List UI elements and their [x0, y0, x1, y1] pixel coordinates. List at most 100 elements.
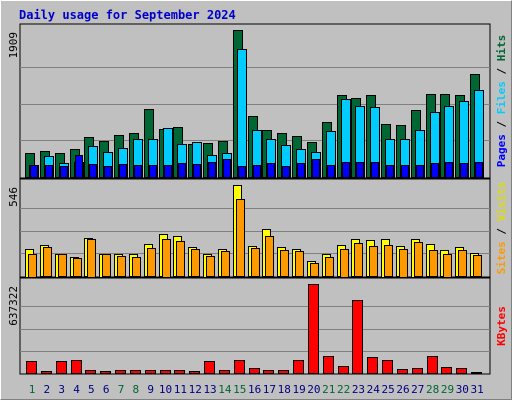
- x-tick-label: 13: [203, 383, 216, 396]
- x-tick-label: 25: [382, 383, 395, 396]
- bar-kbytes: [115, 370, 126, 374]
- x-tick-label: 20: [307, 383, 320, 396]
- bar-sites: [354, 243, 363, 277]
- bar-pages: [104, 166, 112, 178]
- legend: KBytes: [495, 306, 508, 346]
- bar-pages: [267, 163, 275, 178]
- bar-pages: [253, 165, 261, 178]
- legend-files: Files: [495, 81, 508, 114]
- bar-kbytes: [204, 361, 215, 374]
- x-tick-label: 22: [337, 383, 350, 396]
- bar-sites: [443, 254, 452, 278]
- x-tick-label: 19: [292, 383, 305, 396]
- legend-pages: Pages: [495, 134, 508, 167]
- x-tick-label: 7: [118, 383, 125, 396]
- bar-kbytes: [160, 370, 171, 374]
- bar-sites: [265, 236, 274, 277]
- bar-pages: [327, 165, 335, 178]
- x-tick-label: 8: [133, 383, 140, 396]
- bar-sites: [399, 249, 408, 278]
- bar-pages: [297, 163, 305, 178]
- bar-kbytes: [85, 370, 96, 374]
- x-tick-label: 31: [471, 383, 484, 396]
- x-tick-label: 10: [159, 383, 172, 396]
- x-tick-label: 17: [263, 383, 276, 396]
- bar-kbytes: [278, 370, 289, 374]
- y-axis-max-label: 546: [7, 187, 20, 207]
- bar-pages: [460, 163, 468, 178]
- bar-sites: [369, 246, 378, 277]
- bar-pages: [401, 165, 409, 178]
- bar-pages: [342, 162, 350, 178]
- bar-kbytes: [56, 361, 67, 374]
- bar-kbytes: [308, 284, 319, 374]
- x-tick-label: 29: [441, 383, 454, 396]
- bar-sites: [102, 254, 111, 277]
- bar-kbytes: [382, 360, 393, 374]
- bar-pages: [416, 165, 424, 178]
- bar-pages: [356, 162, 364, 178]
- bar-sites: [325, 257, 334, 277]
- bar-kbytes: [397, 369, 408, 374]
- bar-kbytes: [263, 370, 274, 374]
- bar-pages: [193, 164, 201, 178]
- x-tick-label: 1: [29, 383, 36, 396]
- bar-sites: [473, 255, 482, 277]
- x-tick-label: 2: [44, 383, 51, 396]
- x-tick-label: 27: [411, 383, 424, 396]
- bar-sites: [206, 256, 215, 277]
- bar-sites: [117, 256, 126, 277]
- bar-sites: [251, 248, 260, 277]
- bar-kbytes: [41, 371, 52, 374]
- bar-sites: [43, 247, 52, 277]
- bar-sites: [236, 199, 245, 277]
- bar-sites: [429, 250, 438, 277]
- x-tick-label: 24: [367, 383, 381, 396]
- bar-kbytes: [249, 368, 260, 374]
- bar-pages: [431, 163, 439, 178]
- x-tick-label: 4: [73, 383, 80, 396]
- bar-pages: [238, 166, 246, 178]
- bar-pages: [149, 165, 157, 178]
- bar-sites: [414, 242, 423, 277]
- bar-pages: [282, 166, 290, 178]
- bar-pages: [178, 163, 186, 178]
- x-tick-label: 30: [456, 383, 469, 396]
- bar-kbytes: [219, 370, 230, 374]
- bar-kbytes: [352, 300, 363, 374]
- x-tick-label: 11: [174, 383, 187, 396]
- bar-sites: [191, 249, 200, 277]
- legend-separator: /: [495, 114, 508, 134]
- chart-title: Daily usage for September 2024: [19, 8, 236, 22]
- bar-pages: [30, 165, 38, 178]
- bar-sites: [58, 254, 67, 277]
- bar-pages: [208, 162, 216, 178]
- bar-pages: [134, 165, 142, 178]
- x-tick-label: 6: [103, 383, 110, 396]
- bar-sites: [132, 257, 141, 277]
- x-tick-label: 28: [426, 383, 439, 396]
- bar-sites: [458, 250, 467, 277]
- x-tick-label: 21: [322, 383, 335, 396]
- legend-kbytes: KBytes: [495, 306, 508, 346]
- y-axis-max-label: 1909: [7, 32, 20, 59]
- bar-sites: [176, 241, 185, 277]
- x-tick-label: 14: [218, 383, 232, 396]
- bar-kbytes: [441, 367, 452, 374]
- legend: Pages / Files / Hits: [495, 35, 508, 168]
- bar-kbytes: [293, 360, 304, 374]
- bar-pages: [475, 162, 483, 178]
- bar-sites: [310, 263, 319, 277]
- bar-pages: [223, 159, 231, 178]
- bar-pages: [386, 165, 394, 178]
- bar-pages: [371, 162, 379, 178]
- bar-kbytes: [174, 370, 185, 374]
- x-tick-label: 26: [396, 383, 409, 396]
- x-tick-label: 9: [147, 383, 154, 396]
- legend-separator: /: [495, 61, 508, 81]
- x-tick-label: 12: [189, 383, 202, 396]
- legend-visits: Visits: [495, 182, 508, 222]
- bar-sites: [221, 251, 230, 277]
- bar-kbytes: [412, 368, 423, 374]
- bar-pages: [89, 164, 97, 178]
